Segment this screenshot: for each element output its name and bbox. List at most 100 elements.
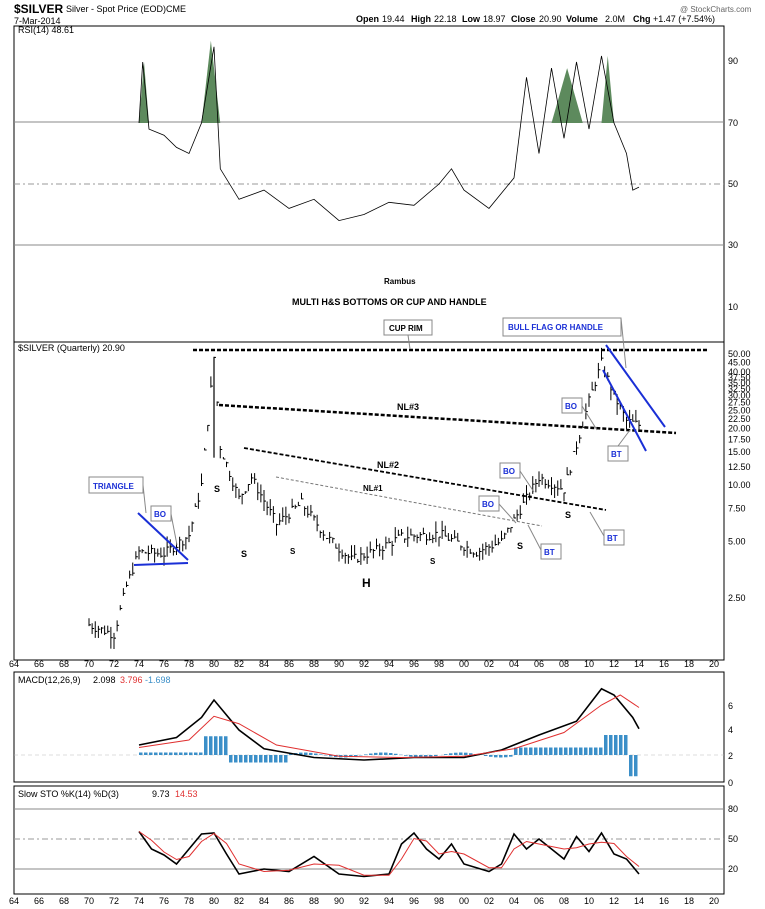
macd-hist-bar — [534, 747, 538, 755]
macd-hist-bar — [594, 747, 598, 755]
macd-hist-bar — [489, 755, 493, 757]
x-tick: 66 — [34, 896, 44, 906]
triangle-lower-line — [133, 562, 189, 566]
bull-flag-label: BULL FLAG OR HANDLE — [508, 323, 604, 332]
macd-hist-bar — [434, 755, 438, 757]
x-tick: 64 — [9, 659, 19, 669]
price-tick: 5.00 — [728, 537, 746, 547]
bo-callout-3: BO — [499, 462, 535, 493]
chg-value: +1.47 (+7.54%) — [653, 14, 715, 24]
s-label-5: S — [517, 541, 523, 551]
macd-hist-bar — [159, 752, 163, 755]
macd-value-1: 2.098 — [93, 675, 116, 685]
macd-tick-6: 6 — [728, 701, 733, 711]
price-tick: 12.50 — [728, 462, 751, 472]
macd-hist-bar — [389, 753, 393, 755]
macd-panel — [13, 671, 725, 783]
x-tick: 66 — [34, 659, 44, 669]
macd-hist-bar — [154, 752, 158, 755]
macd-hist-bar — [549, 747, 553, 755]
bo-callout-4: BO — [561, 397, 598, 431]
x-axis: 64 66 68 70 72 74 76 78 80 82 84 86 88 90 92 94 96 98 00 02… — [9, 659, 719, 669]
macd-hist-bar — [429, 755, 433, 757]
x-tick: 04 — [509, 659, 519, 669]
sto-d-line — [138, 831, 640, 876]
bt-label-2: BT — [607, 534, 618, 543]
symbol-desc: Silver - Spot Price (EOD) — [66, 4, 166, 14]
exchange-label: CME — [166, 4, 186, 14]
x-tick: 84 — [259, 896, 269, 906]
rsi-fill — [551, 68, 583, 123]
rsi-fill — [139, 62, 149, 123]
macd-hist-bar — [539, 747, 543, 755]
macd-hist-bar — [564, 747, 568, 755]
x-tick: 94 — [384, 659, 394, 669]
macd-hist-bar — [354, 755, 358, 757]
x-tick: 00 — [459, 659, 469, 669]
x-tick: 82 — [234, 896, 244, 906]
bt-callout-1: BT — [527, 524, 562, 560]
x-tick: 18 — [684, 896, 694, 906]
macd-hist-bar — [204, 736, 208, 755]
s-label-6: S — [565, 510, 571, 520]
macd-hist-bar — [414, 755, 418, 758]
nl3-line — [218, 403, 677, 435]
macd-hist-bar — [289, 753, 293, 755]
macd-axis: 6 4 2 0 — [728, 701, 733, 788]
price-tick: 37.50 — [728, 372, 751, 382]
x-tick: 70 — [84, 896, 94, 906]
x-tick: 78 — [184, 659, 194, 669]
bo-callout-1: BO — [150, 505, 178, 546]
x-tick: 88 — [309, 896, 319, 906]
bull-flag-callout: BULL FLAG OR HANDLE — [502, 317, 627, 369]
x-tick: 72 — [109, 896, 119, 906]
macd-hist-bar — [574, 747, 578, 755]
bt-label-1: BT — [544, 548, 555, 557]
price-tick: 50.00 — [728, 349, 751, 359]
macd-hist-bar — [634, 755, 638, 777]
flag-lower-line — [602, 369, 647, 452]
x-tick: 88 — [309, 659, 319, 669]
macd-hist-bar — [624, 735, 628, 755]
x-tick: 82 — [234, 659, 244, 669]
macd-hist-bar — [169, 752, 173, 755]
volume-value: 2.0M — [605, 14, 625, 24]
macd-hist-bar — [469, 753, 473, 755]
bo-label-2: BO — [482, 500, 494, 509]
macd-hist-bar — [584, 747, 588, 755]
macd-hist-bar — [284, 755, 288, 763]
macd-hist-bar — [194, 752, 198, 755]
nl1-label: NL#1 — [363, 484, 383, 493]
bt-callout-2: BT — [589, 511, 625, 546]
nl3-label: NL#3 — [397, 402, 419, 412]
sto-k-line — [138, 831, 640, 878]
price-panel — [13, 341, 725, 661]
x-tick: 20 — [709, 659, 719, 669]
close-value: 20.90 — [539, 14, 562, 24]
x-tick: 98 — [434, 896, 444, 906]
macd-hist-bar — [579, 747, 583, 755]
price-tick: 7.50 — [728, 504, 746, 514]
chg-label: Chg — [633, 14, 651, 24]
macd-hist-bar — [214, 736, 218, 755]
macd-hist-bar — [304, 752, 308, 755]
triangle-upper-line — [137, 512, 189, 561]
low-value: 18.97 — [483, 14, 506, 24]
x-tick: 68 — [59, 659, 69, 669]
macd-hist-bar — [209, 736, 213, 755]
macd-hist-bar — [444, 754, 448, 755]
macd-hist-bar — [269, 755, 273, 763]
macd-tick-4: 4 — [728, 725, 733, 735]
macd-hist-bar — [254, 755, 258, 763]
macd-hist-bar — [569, 747, 573, 755]
x-tick: 06 — [534, 659, 544, 669]
cup-rim-label: CUP RIM — [389, 324, 423, 333]
macd-tick-2: 2 — [728, 751, 733, 761]
x-tick: 96 — [409, 659, 419, 669]
price-tick: 32.50 — [728, 384, 751, 394]
x-tick: 80 — [209, 896, 219, 906]
macd-hist-bar — [174, 752, 178, 755]
macd-hist-bar — [394, 753, 398, 755]
sto-value-2: 14.53 — [175, 789, 198, 799]
